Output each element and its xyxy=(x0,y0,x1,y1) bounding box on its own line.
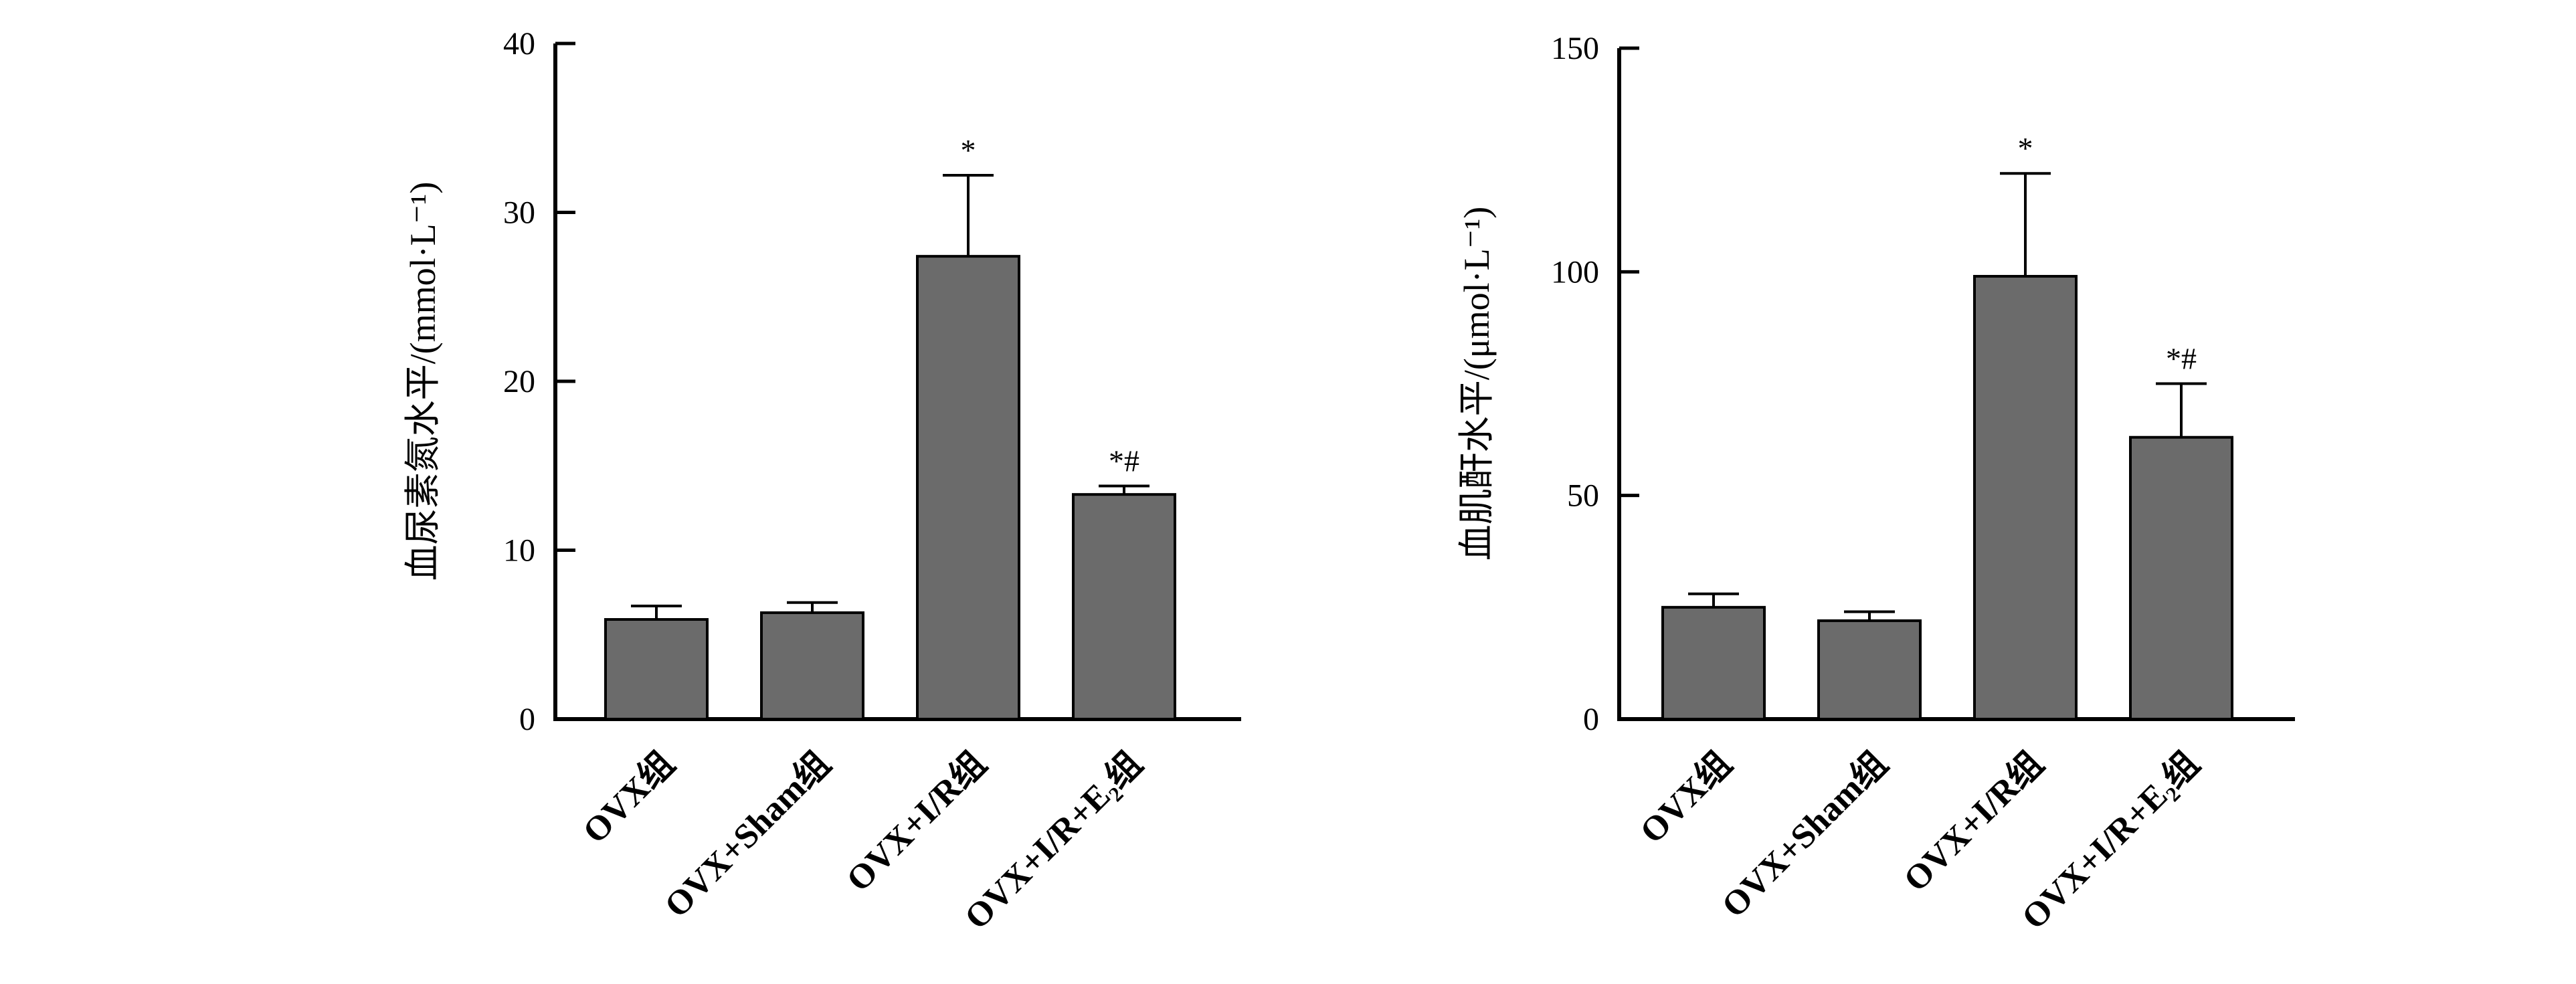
y-tick-label: 100 xyxy=(1551,254,1599,290)
bar xyxy=(1973,275,2078,720)
significance-label: * xyxy=(961,133,976,167)
category-label: OVX+I/R组 xyxy=(839,744,994,899)
significance-label: *# xyxy=(1109,444,1139,478)
category-label: OVX组 xyxy=(575,744,682,850)
bar xyxy=(1661,605,1766,720)
bar xyxy=(916,255,1020,720)
y-tick-label: 0 xyxy=(519,702,535,737)
bar xyxy=(1817,619,1922,720)
significance-label: * xyxy=(2018,131,2033,165)
bar xyxy=(604,618,709,721)
y-axis-title: 血肌酐水平/(μmol·L⁻¹) xyxy=(1457,207,1497,561)
significance-label: *# xyxy=(2166,342,2197,376)
y-tick-label: 50 xyxy=(1567,478,1599,514)
y-axis-title: 血尿素氮水平/(mmol·L⁻¹) xyxy=(403,182,443,581)
bar xyxy=(1072,493,1176,720)
y-tick-label: 0 xyxy=(1583,702,1599,737)
y-tick-label: 30 xyxy=(503,195,535,231)
category-label: OVX+Sham组 xyxy=(657,744,838,924)
category-label: OVX+Sham组 xyxy=(1714,744,1895,924)
bar xyxy=(2129,435,2233,720)
bar xyxy=(760,611,864,720)
category-label: OVX组 xyxy=(1633,744,1739,850)
y-tick-label: 10 xyxy=(503,533,535,569)
y-tick-label: 40 xyxy=(503,26,535,62)
category-label: OVX+I/R组 xyxy=(1896,744,2051,899)
y-tick-label: 20 xyxy=(503,364,535,399)
y-tick-label: 150 xyxy=(1551,31,1599,66)
